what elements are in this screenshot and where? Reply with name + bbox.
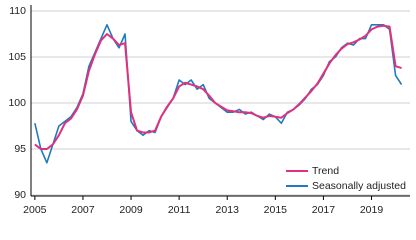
- x-tick-label: 2007: [71, 204, 95, 216]
- x-tick-label: 2011: [168, 204, 191, 216]
- series-line: [34, 24, 402, 150]
- y-tick-label: 100: [8, 97, 26, 109]
- x-tick-label: 2005: [23, 204, 47, 216]
- legend-label: Seasonally adjusted: [312, 180, 406, 192]
- y-tick-label: 90: [14, 189, 26, 201]
- y-tick-label: 105: [8, 51, 26, 63]
- x-tick-label: 2013: [216, 204, 240, 216]
- y-tick-label: 95: [14, 143, 26, 155]
- x-tick-label: 2019: [360, 204, 384, 216]
- x-tick-label: 2017: [312, 204, 336, 216]
- y-tick-label: 110: [9, 5, 26, 17]
- x-tick-label: 2015: [264, 204, 288, 216]
- legend-label: Trend: [312, 165, 339, 177]
- x-tick-label: 2009: [119, 204, 143, 216]
- chart: 90 95 100 105 110 2005 2007 2009 2011 2013 2015 201…: [8, 5, 410, 216]
